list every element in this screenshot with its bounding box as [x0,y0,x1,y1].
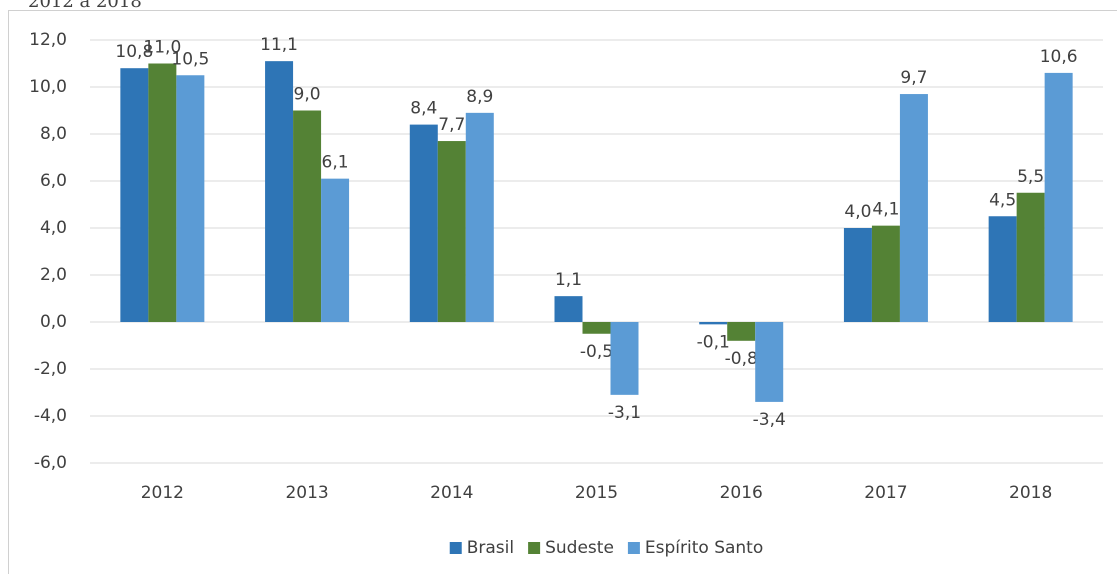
bar [409,124,438,322]
data-label: 5,5 [1017,167,1044,187]
x-tick-label: 2018 [1009,483,1052,503]
bar [265,61,294,323]
y-tick-label: 10,0 [29,77,67,97]
bar [988,216,1017,322]
y-tick-label: 4,0 [40,218,67,238]
bar [120,68,149,322]
bar [437,141,466,322]
data-label: 10,8 [115,42,153,62]
bar [727,322,756,341]
data-label: 1,1 [555,270,582,290]
chart-title: 2012 a 2018 [28,0,142,12]
data-label: 9,0 [294,85,321,105]
x-tick-label: 2016 [720,483,763,503]
bar [899,94,928,322]
bar [148,63,177,322]
bar [321,178,350,322]
y-tick-label: -6,0 [34,453,67,473]
data-label: -0,8 [725,349,758,369]
y-tick-label: 6,0 [40,171,67,191]
x-tick-label: 2014 [430,483,473,503]
data-label: -3,4 [753,410,786,430]
bar [1016,192,1045,322]
bar [699,322,728,325]
legend-swatch [449,542,462,554]
data-label: 4,0 [844,202,871,222]
bar [582,322,611,334]
legend-label: Sudeste [545,538,614,558]
legend-swatch [528,542,541,554]
data-label: 4,1 [872,200,899,220]
data-label: -0,1 [697,332,730,352]
y-tick-label: 2,0 [40,265,67,285]
data-label: 11,0 [143,38,181,58]
data-label: 4,5 [989,190,1016,210]
bar [610,322,639,395]
data-label: -0,5 [580,342,613,362]
bar [755,322,784,402]
chart-frame [8,10,1117,574]
bar [465,112,494,322]
data-label: 10,5 [171,49,209,69]
x-tick-label: 2012 [141,483,184,503]
data-label: 6,1 [322,153,349,173]
bar [176,75,205,322]
x-tick-label: 2013 [285,483,328,503]
data-label: 11,1 [260,35,298,55]
data-label: 8,9 [466,87,493,107]
y-tick-label: -2,0 [34,359,67,379]
y-tick-label: 0,0 [40,312,67,332]
y-tick-label: -4,0 [34,406,67,426]
data-label: 10,6 [1040,47,1078,67]
bar [554,296,583,322]
bar [843,228,872,322]
data-label: -3,1 [608,403,641,423]
x-tick-label: 2017 [864,483,907,503]
data-label: 9,7 [900,68,927,88]
legend-label: Espírito Santo [645,538,763,558]
y-tick-label: 8,0 [40,124,67,144]
data-label: 7,7 [438,115,465,135]
bar [1044,72,1073,323]
legend-swatch [627,542,640,554]
x-tick-label: 2015 [575,483,618,503]
data-label: 8,4 [410,99,437,119]
legend-label: Brasil [467,538,514,558]
bar [871,225,900,322]
y-tick-label: 12,0 [29,30,67,50]
bar [293,110,322,322]
